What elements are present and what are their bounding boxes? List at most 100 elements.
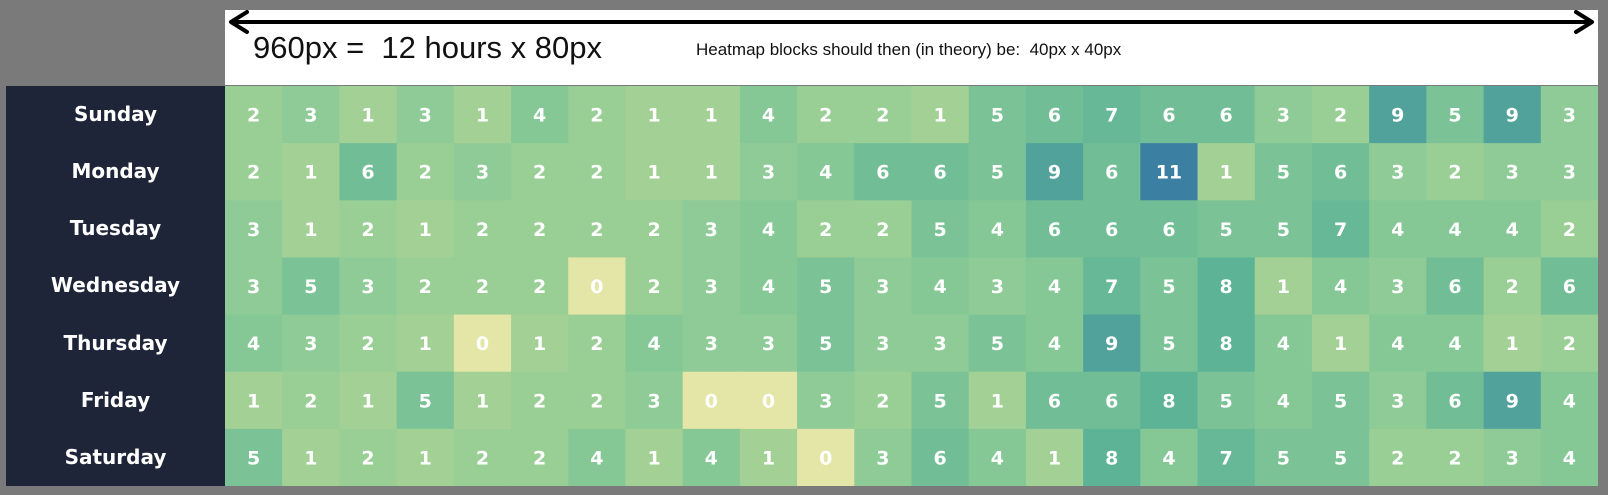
heatmap-cell xyxy=(1369,371,1427,430)
heatmap-cell-value: 6 xyxy=(1448,390,1461,412)
heatmap-cell xyxy=(1197,428,1256,486)
heatmap-cell xyxy=(625,86,684,144)
heatmap-cell-value: 2 xyxy=(419,276,432,298)
heatmap-cell xyxy=(1254,314,1313,373)
heatmap-cell-value: 4 xyxy=(1048,276,1061,298)
heatmap-cell xyxy=(1369,257,1427,316)
heatmap-cell xyxy=(396,371,455,430)
heatmap-cell-value: 5 xyxy=(1334,390,1347,412)
heatmap-cell xyxy=(1197,314,1256,373)
heatmap-cell-value: 11 xyxy=(1156,162,1182,184)
heatmap-cell-value: 1 xyxy=(419,219,432,241)
heatmap-cell-value: 2 xyxy=(476,219,489,241)
heatmap-cell-value: 3 xyxy=(991,276,1004,298)
heatmap-cell-value: 8 xyxy=(1105,447,1118,469)
heatmap-cell xyxy=(511,257,569,316)
heatmap-cell-value: 3 xyxy=(705,219,718,241)
heatmap-cell-value: 4 xyxy=(1448,333,1461,355)
heatmap-cell xyxy=(968,428,1027,486)
heatmap-cell-value: 5 xyxy=(819,276,832,298)
heatmap-cell-value: 3 xyxy=(933,333,946,355)
heatmap-cell-value: 2 xyxy=(533,219,546,241)
heatmap-cell xyxy=(1197,257,1256,316)
heatmap-cell-value: 2 xyxy=(1448,162,1461,184)
heatmap-cell xyxy=(968,86,1027,144)
heatmap-cell-value: 4 xyxy=(1334,276,1347,298)
heatmap-cell-value: 1 xyxy=(705,162,718,184)
heatmap-cell xyxy=(225,143,283,201)
heatmap-cell-value: 4 xyxy=(1391,219,1404,241)
heatmap-cell xyxy=(396,200,455,259)
heatmap-cell-value: 8 xyxy=(1162,390,1175,412)
heatmap-cell xyxy=(1426,143,1485,201)
heatmap-cell xyxy=(396,143,455,201)
heatmap-cell xyxy=(568,428,627,486)
heatmap-cell-value: 3 xyxy=(304,105,317,127)
width-dimension-arrow xyxy=(229,10,1594,34)
heatmap-cell-value: 5 xyxy=(819,333,832,355)
heatmap-cell xyxy=(1140,314,1199,373)
heatmap-cell xyxy=(854,428,913,486)
heatmap-cell-value: 2 xyxy=(876,105,889,127)
heatmap-cell-value: 2 xyxy=(1334,105,1347,127)
heatmap-cell xyxy=(1483,371,1542,430)
heatmap-cell-value: 2 xyxy=(876,219,889,241)
heatmap-cell xyxy=(739,314,798,373)
heatmap-cell xyxy=(1254,257,1313,316)
heatmap-cell-value: 6 xyxy=(1105,162,1118,184)
heatmap-cell xyxy=(968,371,1027,430)
heatmap-cell xyxy=(625,371,684,430)
heatmap-cell xyxy=(1197,371,1256,430)
heatmap-cell xyxy=(1197,200,1256,259)
heatmap-cell xyxy=(339,314,398,373)
heatmap-cell-value: 1 xyxy=(1048,447,1061,469)
heatmap-cell xyxy=(1025,143,1084,201)
heatmap-cell-value: 1 xyxy=(991,390,1004,412)
heatmap-cell-value: 6 xyxy=(1162,219,1175,241)
heatmap-cell xyxy=(1483,143,1542,201)
heatmap-cell-value: 4 xyxy=(991,447,1004,469)
heatmap-cell-value: 4 xyxy=(647,333,660,355)
heatmap-cell xyxy=(1369,200,1427,259)
heatmap-cell xyxy=(1540,371,1598,430)
heatmap-cell-value: 3 xyxy=(247,276,260,298)
heatmap-cell xyxy=(1025,86,1084,144)
heatmap-cell xyxy=(453,428,512,486)
heatmap-cell xyxy=(682,257,741,316)
heatmap-cell-value: 3 xyxy=(1563,162,1576,184)
heatmap-cell-value: 4 xyxy=(247,333,260,355)
heatmap-cell-value: 6 xyxy=(1048,219,1061,241)
heatmap-cell-value: 3 xyxy=(762,162,775,184)
heatmap-cell xyxy=(1140,143,1199,201)
heatmap-cell-value: 5 xyxy=(1162,276,1175,298)
heatmap-cell xyxy=(854,86,913,144)
heatmap-cell xyxy=(1083,428,1141,486)
heatmap-cell xyxy=(739,200,798,259)
heatmap-cell-value: 2 xyxy=(590,390,603,412)
heatmap-cell xyxy=(1426,314,1485,373)
heatmap-cell-value: 0 xyxy=(705,390,718,412)
heatmap-cell xyxy=(1083,371,1141,430)
heatmap-cell xyxy=(1483,314,1542,373)
annotation-panel: 960px = 12 hours x 80px Heatmap blocks s… xyxy=(225,10,1598,85)
heatmap-cell-value: 5 xyxy=(1220,219,1233,241)
heatmap-cell xyxy=(1311,143,1370,201)
heatmap-cell-value: 3 xyxy=(1391,162,1404,184)
heatmap-cell xyxy=(1483,86,1542,144)
heatmap-cell-value: 7 xyxy=(1334,219,1347,241)
heatmap-cell-value: 6 xyxy=(1162,105,1175,127)
heatmap-cell xyxy=(568,200,627,259)
heatmap-cell-value: 1 xyxy=(361,390,374,412)
heatmap-cell-value: 9 xyxy=(1105,333,1118,355)
heatmap-cell xyxy=(682,200,741,259)
heatmap-cell-value: 9 xyxy=(1048,162,1061,184)
day-label-friday: Friday xyxy=(80,387,151,412)
heatmap-cell xyxy=(1083,257,1141,316)
heatmap-cell-value: 4 xyxy=(933,276,946,298)
heatmap-cell-value: 6 xyxy=(1048,105,1061,127)
heatmap-cell xyxy=(682,314,741,373)
heatmap-cell xyxy=(682,371,741,430)
heatmap-cell xyxy=(568,314,627,373)
heatmap-cell xyxy=(797,86,855,144)
heatmap-cell-value: 9 xyxy=(1506,390,1519,412)
